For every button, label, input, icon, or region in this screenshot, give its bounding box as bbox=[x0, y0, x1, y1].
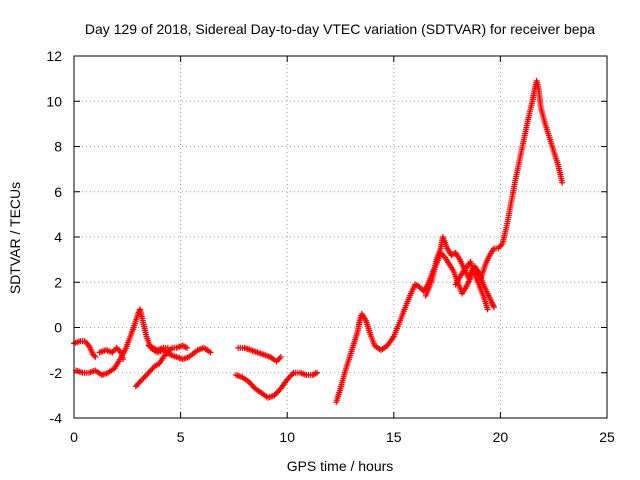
x-tick-label: 0 bbox=[70, 429, 78, 445]
x-tick-label: 5 bbox=[177, 429, 185, 445]
axis-ticks bbox=[73, 55, 608, 419]
data-point bbox=[289, 371, 296, 378]
sdtvar-series bbox=[71, 77, 566, 406]
y-tick-label: -2 bbox=[50, 365, 63, 381]
plot-frame bbox=[73, 55, 608, 419]
x-axis-label: GPS time / hours bbox=[287, 458, 394, 474]
data-point bbox=[183, 344, 190, 351]
y-tick-label: 6 bbox=[54, 184, 62, 200]
data-point bbox=[559, 179, 566, 186]
data-point bbox=[164, 344, 171, 351]
data-point bbox=[92, 353, 99, 360]
y-tick-label: 2 bbox=[54, 274, 62, 290]
x-tick-label: 25 bbox=[599, 429, 615, 445]
y-tick-label: 4 bbox=[54, 229, 62, 245]
data-point bbox=[91, 352, 98, 359]
y-tick-label: 0 bbox=[54, 320, 62, 336]
data-point bbox=[484, 306, 491, 313]
chart-title: Day 129 of 2018, Sidereal Day-to-day VTE… bbox=[85, 21, 595, 37]
data-point bbox=[120, 356, 127, 363]
y-axis-label: SDTVAR / TECUs bbox=[7, 182, 23, 294]
data-point bbox=[314, 369, 321, 376]
x-tick-labels: 0 5 10 15 20 25 bbox=[70, 429, 615, 445]
data-point bbox=[277, 353, 284, 360]
y-tick-labels: -4 -2 0 2 4 6 8 10 12 bbox=[46, 48, 62, 426]
y-tick-label: 10 bbox=[46, 93, 62, 109]
x-tick-label: 10 bbox=[279, 429, 295, 445]
x-tick-label: 15 bbox=[386, 429, 402, 445]
y-tick-label: 12 bbox=[46, 48, 62, 64]
x-tick-label: 20 bbox=[493, 429, 509, 445]
data-point bbox=[207, 349, 214, 356]
y-tick-label: -4 bbox=[50, 410, 63, 426]
data-point bbox=[491, 304, 498, 311]
grid bbox=[74, 56, 607, 418]
y-tick-label: 8 bbox=[54, 139, 62, 155]
